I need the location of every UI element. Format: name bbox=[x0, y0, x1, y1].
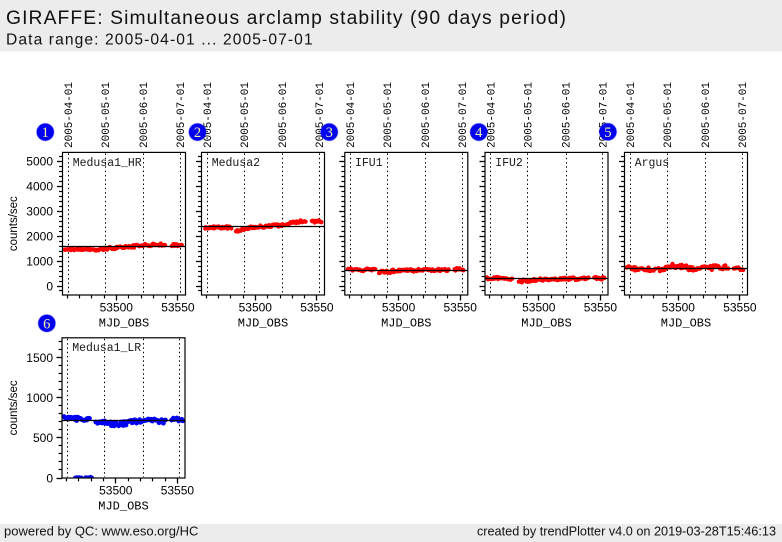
svg-text:GIRAFFE: Simultaneous arclamp: GIRAFFE: Simultaneous arclamp stability … bbox=[6, 8, 567, 29]
svg-text:2005-05-01: 2005-05-01 bbox=[663, 82, 675, 148]
svg-text:1000: 1000 bbox=[26, 254, 53, 268]
svg-text:1500: 1500 bbox=[26, 351, 53, 365]
svg-text:2005-06-01: 2005-06-01 bbox=[701, 82, 713, 148]
svg-text:Medusa1_HR: Medusa1_HR bbox=[73, 157, 142, 170]
svg-text:500: 500 bbox=[33, 431, 53, 445]
svg-text:1000: 1000 bbox=[26, 391, 53, 405]
svg-text:1: 1 bbox=[42, 125, 49, 141]
svg-text:53550: 53550 bbox=[161, 301, 195, 315]
svg-text:2005-05-01: 2005-05-01 bbox=[523, 82, 535, 148]
svg-text:3000: 3000 bbox=[26, 205, 53, 219]
svg-text:Data range: 2005-04-01 ... 200: Data range: 2005-04-01 ... 2005-07-01 bbox=[6, 32, 314, 49]
svg-text:5000: 5000 bbox=[26, 155, 53, 169]
svg-text:53500: 53500 bbox=[662, 301, 696, 315]
svg-text:4: 4 bbox=[475, 125, 483, 141]
svg-text:MJD_OBS: MJD_OBS bbox=[381, 317, 431, 331]
svg-text:2005-04-01: 2005-04-01 bbox=[626, 82, 638, 148]
svg-text:counts/sec: counts/sec bbox=[8, 380, 20, 435]
svg-text:MJD_OBS: MJD_OBS bbox=[521, 317, 571, 331]
svg-text:2005-04-01: 2005-04-01 bbox=[64, 82, 76, 148]
svg-text:5: 5 bbox=[604, 125, 611, 141]
svg-text:53500: 53500 bbox=[522, 301, 556, 315]
svg-text:0: 0 bbox=[46, 471, 53, 485]
svg-text:Medusa1_LR: Medusa1_LR bbox=[72, 342, 141, 355]
svg-text:53500: 53500 bbox=[99, 484, 133, 498]
svg-text:4000: 4000 bbox=[26, 180, 53, 194]
svg-text:53550: 53550 bbox=[584, 301, 618, 315]
svg-text:2005-07-01: 2005-07-01 bbox=[458, 82, 470, 148]
svg-text:6: 6 bbox=[43, 316, 50, 332]
svg-text:MJD_OBS: MJD_OBS bbox=[661, 317, 711, 331]
svg-text:2005-07-01: 2005-07-01 bbox=[738, 82, 750, 148]
svg-text:IFU2: IFU2 bbox=[495, 157, 523, 170]
svg-text:IFU1: IFU1 bbox=[355, 157, 383, 170]
svg-text:powered by QC: www.eso.org/HC: powered by QC: www.eso.org/HC bbox=[4, 524, 198, 539]
svg-text:MJD_OBS: MJD_OBS bbox=[238, 317, 288, 331]
svg-text:2005-06-01: 2005-06-01 bbox=[139, 82, 151, 148]
svg-text:2005-04-01: 2005-04-01 bbox=[486, 82, 498, 148]
svg-text:2005-05-01: 2005-05-01 bbox=[101, 82, 113, 148]
svg-text:2: 2 bbox=[194, 125, 201, 141]
svg-text:53550: 53550 bbox=[444, 301, 478, 315]
svg-text:created by trendPlotter v4.0 o: created by trendPlotter v4.0 on 2019-03-… bbox=[477, 525, 776, 539]
svg-text:0: 0 bbox=[46, 279, 53, 293]
svg-text:counts/sec: counts/sec bbox=[8, 196, 20, 251]
svg-text:53550: 53550 bbox=[300, 301, 334, 315]
svg-text:2005-05-01: 2005-05-01 bbox=[383, 82, 395, 148]
svg-text:2005-07-01: 2005-07-01 bbox=[176, 82, 188, 148]
svg-text:2005-05-01: 2005-05-01 bbox=[240, 82, 252, 148]
svg-text:53550: 53550 bbox=[723, 301, 757, 315]
svg-text:Argus: Argus bbox=[635, 157, 670, 170]
svg-text:MJD_OBS: MJD_OBS bbox=[99, 317, 149, 331]
svg-text:53500: 53500 bbox=[239, 301, 273, 315]
svg-text:53500: 53500 bbox=[100, 301, 134, 315]
svg-text:53550: 53550 bbox=[161, 484, 195, 498]
svg-text:53500: 53500 bbox=[382, 301, 416, 315]
svg-text:3: 3 bbox=[326, 125, 333, 141]
svg-text:Medusa2: Medusa2 bbox=[212, 157, 260, 170]
svg-text:2005-04-01: 2005-04-01 bbox=[346, 82, 358, 148]
svg-text:2005-06-01: 2005-06-01 bbox=[561, 82, 573, 148]
svg-text:2005-06-01: 2005-06-01 bbox=[278, 82, 290, 148]
svg-text:2005-06-01: 2005-06-01 bbox=[421, 82, 433, 148]
svg-text:MJD_OBS: MJD_OBS bbox=[98, 500, 148, 514]
svg-text:2000: 2000 bbox=[26, 229, 53, 243]
